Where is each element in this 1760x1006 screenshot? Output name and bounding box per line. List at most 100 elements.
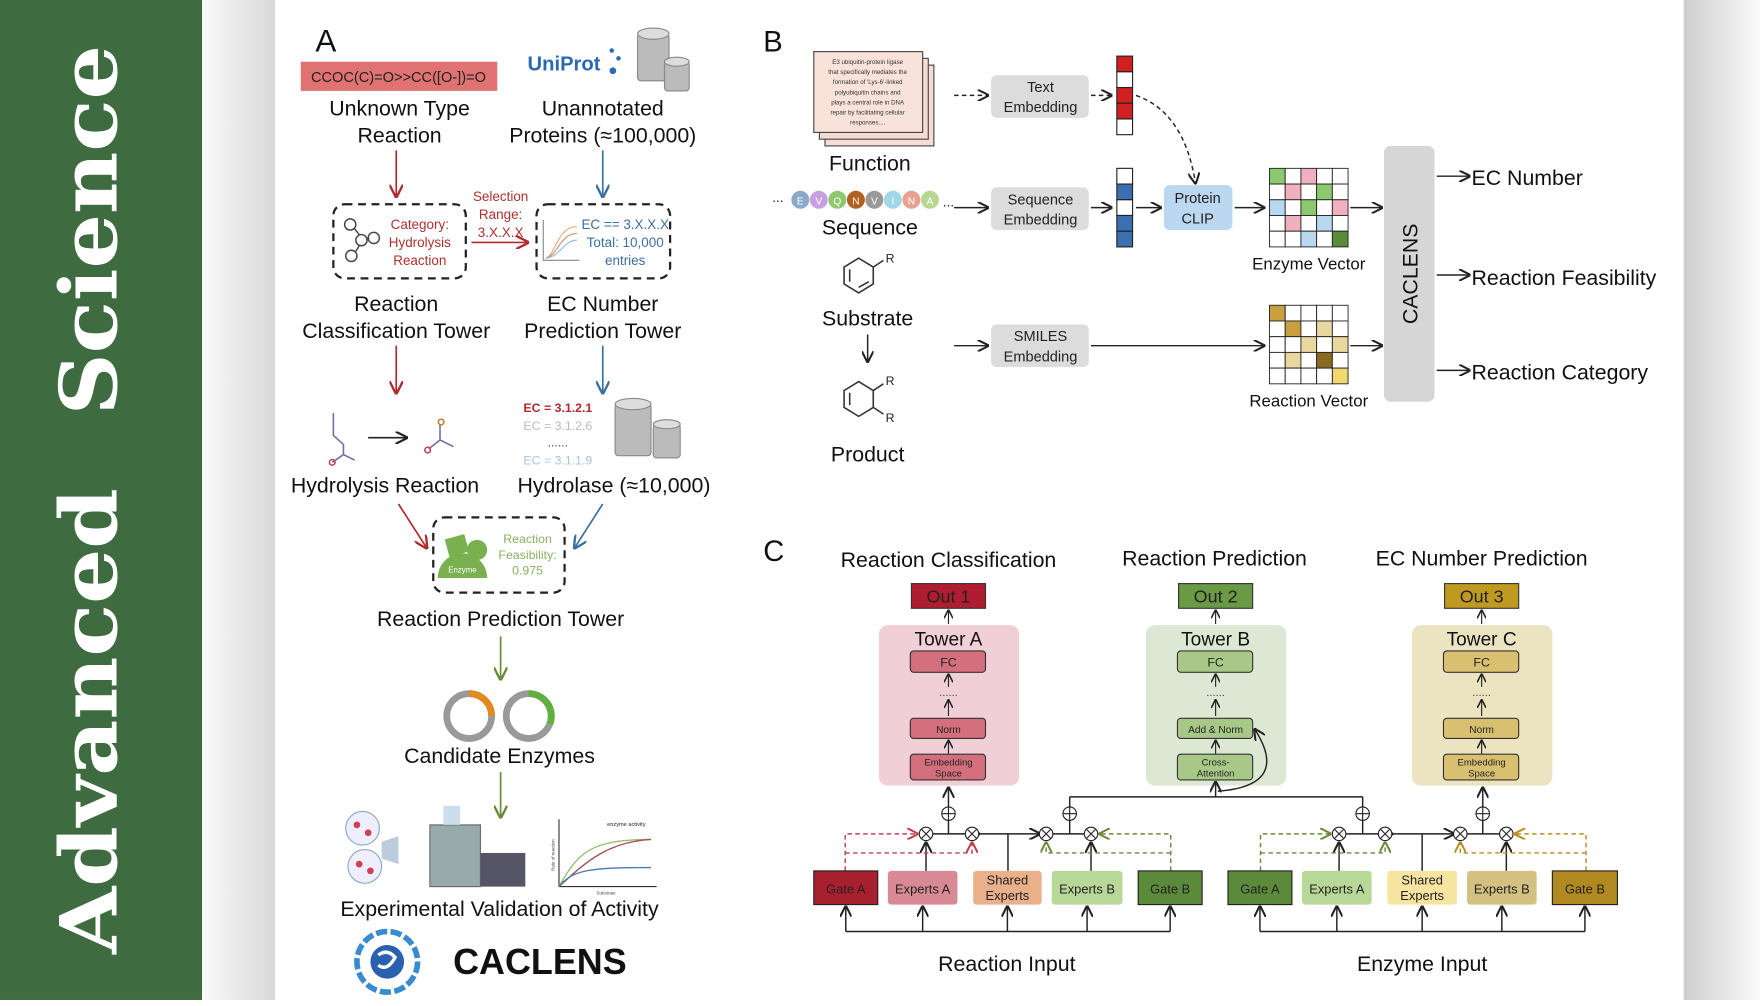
mid-layer-label: Norm	[1469, 725, 1494, 736]
bottom-layer-label: Space	[935, 769, 962, 780]
classification-tower-line2: Classification Tower	[302, 319, 490, 343]
grid-cell	[1284, 167, 1302, 185]
ec-box-line3: entries	[605, 253, 646, 268]
sequence-bead-letter: V	[815, 196, 822, 207]
panel-c-label: C	[763, 536, 784, 568]
grid-cell	[1284, 351, 1302, 369]
fc-layer	[909, 650, 987, 673]
candidate-enzymes-label: Candidate Enzymes	[404, 744, 595, 768]
ec-list-item-1: EC = 3.1.2.1	[523, 401, 592, 415]
fc-layer	[1176, 650, 1254, 673]
shared-experts-label: Experts	[986, 888, 1030, 903]
sequence-embedding-line1: Sequence	[1008, 192, 1074, 208]
activity-chart-xlabel: Substrate	[597, 890, 617, 895]
panel-c: C Reaction Classification Reaction Predi…	[763, 536, 1619, 976]
grid-cell	[1300, 167, 1318, 185]
output-reaction-category: Reaction Category	[1472, 360, 1649, 384]
function-text-line: repair by facilitating cellular	[831, 109, 905, 116]
reaction-input-label: Reaction Input	[938, 952, 1076, 976]
unknown-reaction-line2: Reaction	[358, 124, 442, 148]
grid-cell	[1269, 230, 1286, 248]
product-r-group-2: R	[886, 411, 895, 425]
bottom-layer-label: Cross-	[1202, 757, 1230, 768]
sequence-embedding-box	[991, 187, 1089, 231]
module-box	[1227, 870, 1293, 906]
ec-list-ellipsis: ......	[548, 436, 569, 450]
grid-cell	[1316, 320, 1333, 338]
unannotated-line2: Proteins (≈100,000)	[509, 124, 696, 148]
ellipsis: ......	[1206, 687, 1225, 699]
fc-label: FC	[1207, 656, 1224, 670]
out-1-box	[910, 583, 987, 609]
sequence-bead-letter: N	[852, 196, 859, 207]
molecule-icon	[343, 218, 381, 263]
sequence-bead	[809, 190, 828, 209]
caclens-model-block	[1383, 145, 1435, 402]
ellipsis: ......	[1472, 687, 1491, 699]
sequence-bead-letter: V	[871, 196, 878, 207]
gate-connector	[1046, 843, 1171, 854]
smiles-text: CCOC(C)=O>>CC([O-])=O	[311, 70, 486, 86]
banner-word-advanced: Advanced	[43, 488, 136, 955]
feasibility-value: 0.975	[512, 564, 543, 578]
grid-cell	[1269, 183, 1286, 201]
out-2-label: Out 2	[1194, 587, 1238, 607]
sequence-bead	[920, 190, 939, 209]
heading-reaction-classification: Reaction Classification	[841, 548, 1057, 572]
function-text-line: that specifically mediates the	[828, 69, 907, 76]
residual-arrow	[1217, 729, 1268, 792]
grid-cell	[1300, 304, 1318, 322]
activity-chart-title: enzyme activity	[607, 822, 646, 828]
reaction-vector-grid	[1269, 304, 1349, 385]
module-box	[1302, 870, 1372, 905]
module-label: Experts A	[1309, 881, 1365, 896]
gate-connector	[1259, 834, 1331, 871]
function-text-cards: E3 ubiquitin-protein ligase that specifi…	[813, 51, 935, 147]
grid-cell	[1331, 367, 1349, 385]
vector-cell	[1116, 199, 1134, 217]
hydrolysis-molecules-icon	[328, 413, 454, 466]
grid-cell	[1300, 215, 1318, 232]
function-text-line: responses....	[850, 120, 886, 127]
add-icon	[1062, 806, 1077, 821]
candidate-enzyme-rings-icon	[443, 690, 555, 742]
feasibility-line1: Reaction	[503, 532, 552, 546]
shared-experts-label: Experts	[1400, 888, 1444, 903]
grid-cell	[1331, 230, 1349, 248]
grid-cell	[1300, 199, 1318, 216]
grid-cell	[1284, 304, 1302, 322]
sequence-label: Sequence	[822, 216, 918, 240]
enzyme-input-label: Enzyme Input	[1357, 952, 1487, 976]
heading-ec-number-prediction: EC Number Prediction	[1376, 547, 1588, 571]
vector-cell	[1116, 86, 1134, 104]
caclens-logo-icon	[354, 928, 421, 995]
sequence-ellipsis-right: ...	[943, 195, 954, 210]
grid-cell	[1284, 336, 1302, 353]
grid-cell	[1331, 320, 1349, 338]
grid-cell	[1316, 183, 1333, 201]
sequence-bead	[883, 190, 902, 209]
sequence-bead-letter: N	[908, 196, 915, 207]
function-label: Function	[829, 152, 911, 176]
module-box	[1467, 870, 1537, 905]
feasibility-box	[432, 516, 566, 594]
grid-cell	[1269, 215, 1286, 232]
product-label: Product	[831, 442, 905, 466]
smiles-embedding-box	[991, 324, 1089, 367]
side-banner: Advanced Science	[0, 0, 203, 1000]
grid-cell	[1331, 215, 1349, 232]
multiply-icon	[918, 826, 934, 842]
bottom-layer	[909, 753, 987, 781]
fc-layer	[1442, 650, 1520, 673]
multiply-icon	[1499, 826, 1514, 842]
prediction-tower-label: Reaction Prediction Tower	[377, 607, 624, 631]
grid-cell	[1316, 304, 1333, 322]
grid-cell	[1284, 367, 1302, 385]
grid-cell	[1331, 183, 1349, 201]
mid-layer	[909, 717, 987, 740]
fc-label: FC	[940, 656, 957, 670]
module-label: Gate B	[1565, 881, 1605, 896]
multiply-icon	[1377, 826, 1393, 842]
product-benzene-icon	[843, 380, 884, 418]
